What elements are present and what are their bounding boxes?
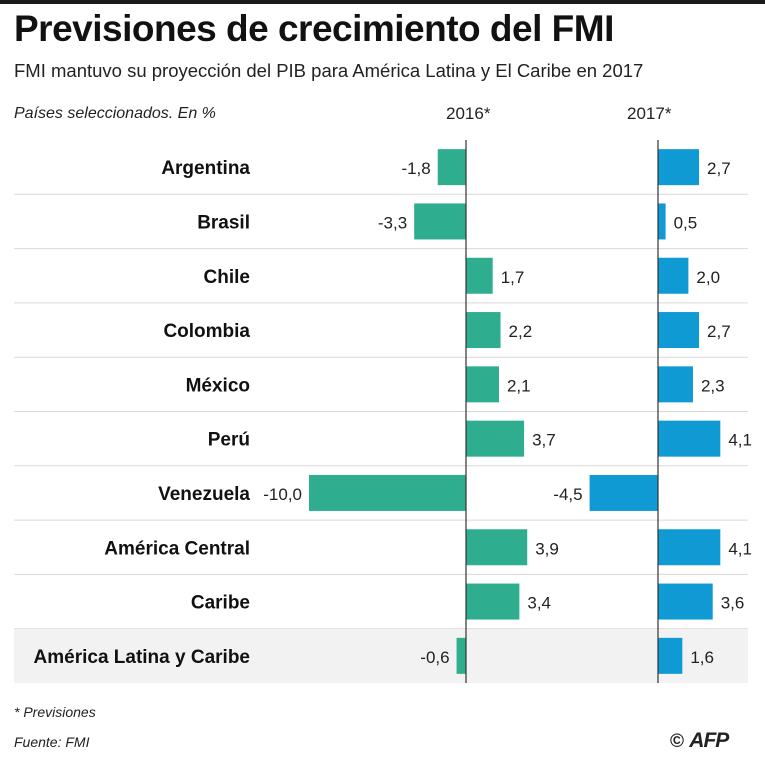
bar-2016 bbox=[466, 257, 493, 294]
data-label: 3,7 bbox=[532, 431, 556, 450]
row-highlight bbox=[14, 629, 748, 683]
bar-2016 bbox=[466, 312, 501, 349]
chart-subtitle: FMI mantuvo su proyección del PIB para A… bbox=[14, 60, 644, 81]
footnote: * Previsiones bbox=[14, 704, 96, 720]
data-label: 4,1 bbox=[728, 539, 752, 558]
bar-2016 bbox=[456, 637, 466, 674]
data-label: 4,1 bbox=[728, 431, 752, 450]
category-label: Chile bbox=[204, 267, 250, 288]
bar-2016 bbox=[437, 149, 466, 186]
category-label: Perú bbox=[208, 430, 250, 451]
data-label: -4,5 bbox=[553, 485, 582, 504]
data-label: 3,9 bbox=[535, 539, 559, 558]
bar-2017 bbox=[658, 420, 721, 457]
data-label: 2,7 bbox=[707, 159, 731, 178]
data-label: 2,0 bbox=[696, 268, 720, 287]
copyright-symbol: © bbox=[670, 731, 684, 752]
data-label: 3,4 bbox=[527, 594, 551, 613]
chart-title: Previsiones de crecimiento del FMI bbox=[14, 8, 614, 49]
data-label: -1,8 bbox=[401, 159, 430, 178]
data-label: 3,6 bbox=[721, 594, 745, 613]
category-label: México bbox=[186, 375, 250, 396]
bar-2016 bbox=[466, 420, 525, 457]
bar-2017 bbox=[658, 637, 683, 674]
data-label: 2,1 bbox=[507, 376, 531, 395]
data-label: 2,2 bbox=[509, 322, 533, 341]
bar-2017 bbox=[658, 312, 700, 349]
bar-2017 bbox=[658, 257, 689, 294]
bar-2017 bbox=[658, 529, 721, 566]
source-note: Fuente: FMI bbox=[14, 734, 90, 750]
bar-2016 bbox=[414, 203, 466, 240]
bar-2016 bbox=[309, 474, 466, 511]
column-header-2017: 2017* bbox=[627, 104, 672, 123]
bar-2016 bbox=[466, 529, 528, 566]
data-label: 0,5 bbox=[674, 213, 698, 232]
category-label: Colombia bbox=[163, 321, 250, 342]
data-label: 2,3 bbox=[701, 376, 725, 395]
bar-2017 bbox=[658, 149, 700, 186]
bar-2016 bbox=[466, 583, 520, 620]
bar-2017 bbox=[589, 474, 658, 511]
agency-credit: © AFP bbox=[670, 729, 729, 753]
category-label: Venezuela bbox=[158, 484, 250, 505]
units-label: Países seleccionados. En % bbox=[14, 105, 216, 122]
data-label: -3,3 bbox=[378, 213, 407, 232]
data-label: -10,0 bbox=[263, 485, 302, 504]
column-header-2016: 2016* bbox=[446, 104, 491, 123]
category-label: América Latina y Caribe bbox=[34, 647, 250, 668]
afp-logo: AFP bbox=[689, 729, 729, 752]
bar-2017 bbox=[658, 366, 693, 403]
data-label: 2,7 bbox=[707, 322, 731, 341]
data-label: 1,7 bbox=[501, 268, 525, 287]
data-label: 1,6 bbox=[690, 648, 714, 667]
bar-2017 bbox=[658, 203, 666, 240]
category-label: América Central bbox=[104, 538, 250, 559]
bar-2016 bbox=[466, 366, 499, 403]
category-label: Brasil bbox=[197, 212, 250, 233]
data-label: -0,6 bbox=[420, 648, 449, 667]
bar-chart: Argentina -1,8 2,7 Brasil -3,3 0,5 Chile 1,7 2,0… bbox=[14, 140, 752, 683]
top-rule bbox=[0, 0, 765, 4]
category-label: Argentina bbox=[161, 158, 250, 179]
bar-2017 bbox=[658, 583, 713, 620]
category-label: Caribe bbox=[191, 593, 250, 614]
